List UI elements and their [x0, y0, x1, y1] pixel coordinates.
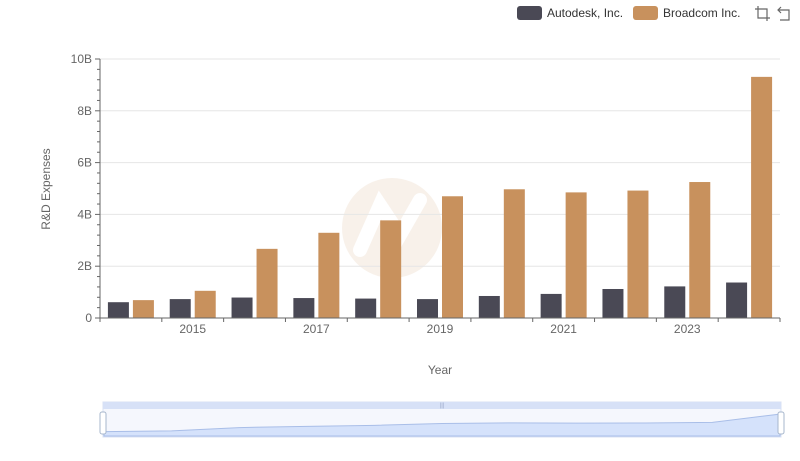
- bar-broadcom-2022[interactable]: [627, 190, 649, 318]
- bar-broadcom-2014[interactable]: [132, 300, 154, 318]
- bars[interactable]: [107, 76, 773, 318]
- bar-autodesk-2022[interactable]: [602, 288, 624, 318]
- x-axis: 2015 2017 2019 2021 2023: [99, 317, 781, 336]
- bar-broadcom-2019[interactable]: [442, 196, 463, 318]
- bar-autodesk-2020[interactable]: [478, 295, 500, 318]
- bar-autodesk-2014[interactable]: [107, 302, 129, 318]
- legend-swatch-autodesk: [517, 6, 542, 20]
- x-tick-label: 2021: [550, 322, 577, 336]
- bar-autodesk-2016[interactable]: [231, 297, 253, 318]
- slider-grip-icon[interactable]: |||: [440, 403, 445, 409]
- y-tick-label: 10B: [71, 52, 92, 66]
- data-zoom-slider[interactable]: |||: [99, 401, 785, 438]
- bar-broadcom-2015[interactable]: [194, 290, 216, 318]
- y-tick-label: 4B: [77, 207, 92, 221]
- bar-broadcom-2024[interactable]: [751, 76, 773, 318]
- bar-autodesk-2019[interactable]: [417, 299, 438, 318]
- slider-left-handle[interactable]: [99, 411, 107, 435]
- legend: Autodesk, Inc. Broadcom Inc.: [517, 4, 794, 22]
- x-tick-label: 2019: [427, 322, 454, 336]
- legend-swatch-broadcom: [633, 6, 659, 20]
- legend-label-broadcom: Broadcom Inc.: [663, 6, 741, 20]
- bar-autodesk-2017[interactable]: [293, 298, 315, 318]
- x-axis-label: Year: [428, 363, 452, 377]
- grid-lines: [100, 58, 780, 319]
- slider-top-bar[interactable]: [103, 402, 781, 409]
- legend-label-autodesk: Autodesk, Inc.: [547, 6, 624, 20]
- y-axis-label: R&D Expenses: [39, 148, 53, 229]
- bar-broadcom-2017[interactable]: [318, 232, 340, 318]
- slider-right-handle[interactable]: [777, 411, 785, 435]
- x-tick-label: 2023: [674, 322, 701, 336]
- bar-broadcom-2016[interactable]: [256, 248, 278, 318]
- bar-autodesk-2018[interactable]: [355, 298, 377, 318]
- x-tick-label: 2015: [179, 322, 206, 336]
- x-tick-label: 2017: [303, 322, 330, 336]
- y-tick-label: 0: [85, 311, 92, 325]
- y-axis: 0 2B 4B 6B 8B 10B: [71, 52, 101, 325]
- y-tick-label: 2B: [77, 259, 92, 273]
- legend-item-broadcom[interactable]: Broadcom Inc.: [633, 6, 740, 20]
- legend-item-autodesk[interactable]: Autodesk, Inc.: [517, 6, 623, 20]
- bar-broadcom-2018[interactable]: [380, 220, 402, 318]
- bar-autodesk-2024[interactable]: [726, 282, 748, 318]
- restore-icon[interactable]: [776, 4, 794, 22]
- y-tick-label: 6B: [77, 156, 92, 170]
- zoom-icon[interactable]: [754, 4, 772, 22]
- bar-broadcom-2023[interactable]: [689, 182, 711, 318]
- bar-autodesk-2023[interactable]: [664, 286, 686, 318]
- y-tick-label: 8B: [77, 104, 92, 118]
- bar-broadcom-2021[interactable]: [565, 192, 587, 318]
- bar-autodesk-2021[interactable]: [540, 293, 562, 318]
- bar-broadcom-2020[interactable]: [503, 189, 525, 318]
- bar-autodesk-2015[interactable]: [169, 299, 191, 318]
